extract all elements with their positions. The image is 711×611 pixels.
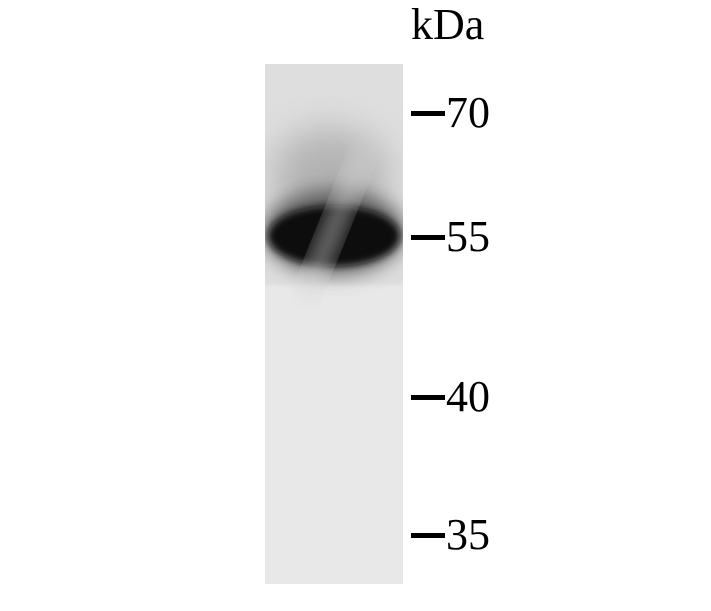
mw-tick-40	[411, 395, 445, 400]
mw-label-70: 70	[446, 87, 490, 138]
mw-label-55: 55	[446, 211, 490, 262]
gel-lane	[265, 64, 403, 584]
blot-figure: kDa 70 55 40 35	[0, 0, 711, 611]
unit-label: kDa	[411, 0, 484, 50]
mw-label-40: 40	[446, 371, 490, 422]
mw-tick-55	[411, 235, 445, 240]
mw-label-35: 35	[446, 509, 490, 560]
mw-tick-35	[411, 533, 445, 538]
mw-tick-70	[411, 111, 445, 116]
